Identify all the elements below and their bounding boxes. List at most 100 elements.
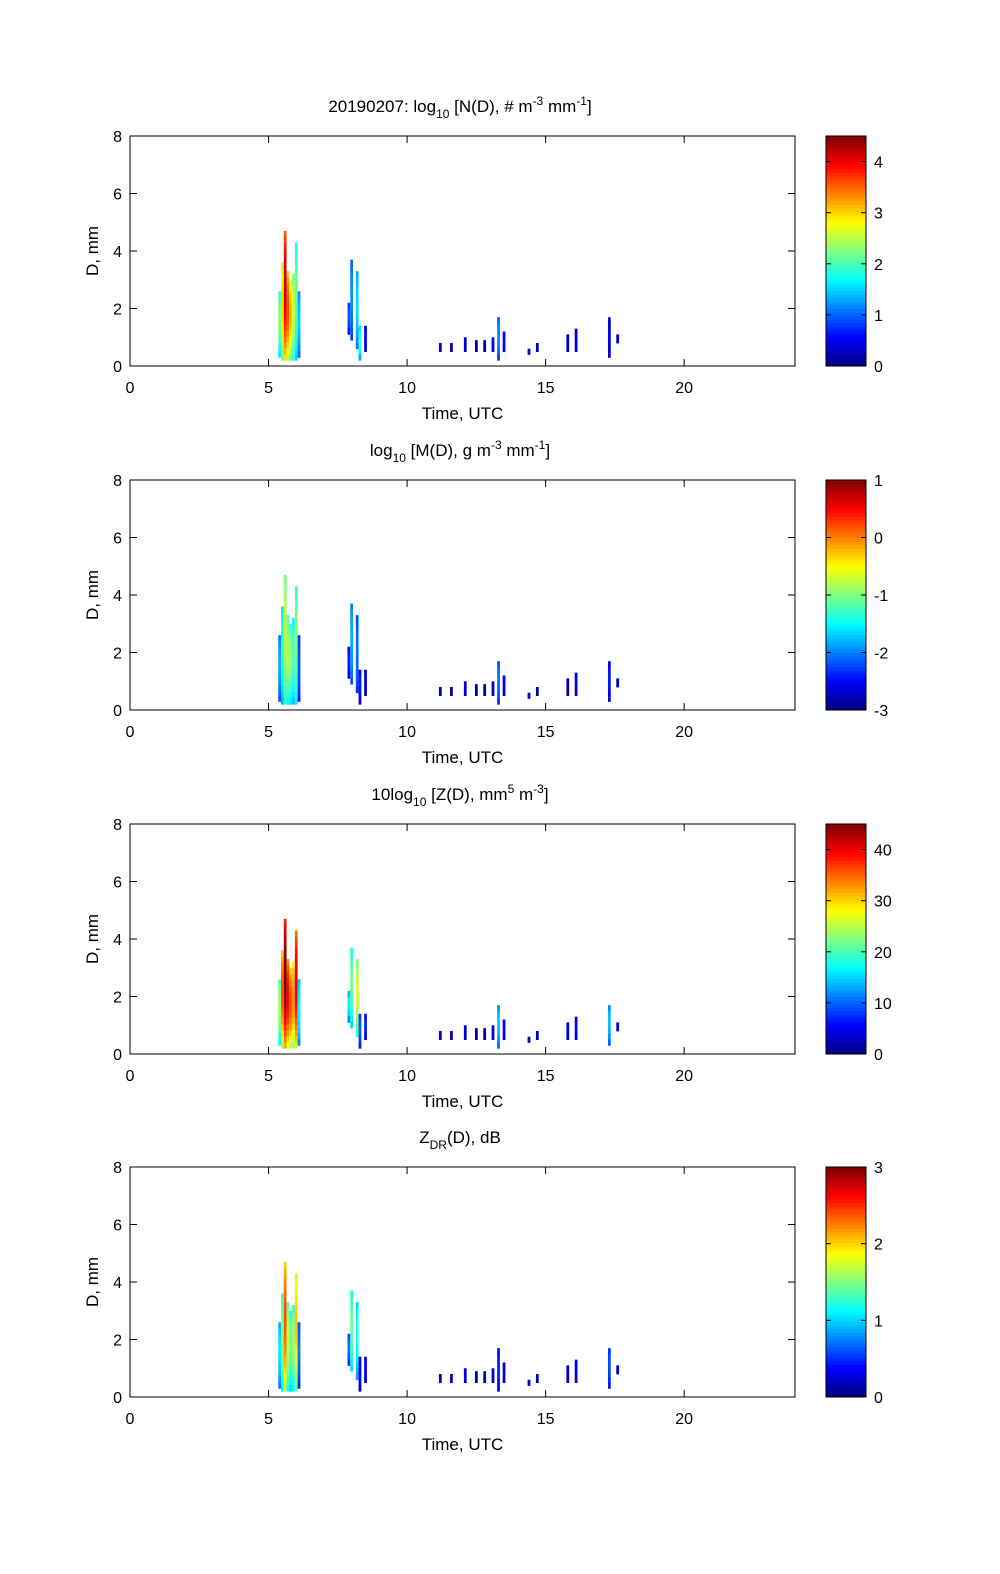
heatmap-cell	[497, 698, 500, 705]
colorbar-band	[826, 964, 866, 969]
colorbar-band	[826, 587, 866, 592]
heatmap-cell	[292, 1323, 295, 1331]
plot-area-frame	[129, 1166, 796, 1398]
colorbar-band	[826, 1195, 866, 1200]
heatmap-cell	[292, 341, 295, 349]
heatmap-cell	[355, 965, 359, 972]
heatmap-cell	[294, 609, 298, 617]
heatmap-cell	[283, 1261, 287, 1269]
heatmap-cell	[294, 271, 298, 279]
heatmap-cell	[283, 936, 287, 943]
heatmap-cell	[292, 1317, 295, 1324]
heatmap-cell	[297, 321, 301, 328]
colorbar-band	[826, 874, 866, 879]
heatmap-cell	[283, 942, 287, 949]
heatmap-column	[438, 1374, 442, 1384]
heatmap-cell	[350, 309, 354, 316]
heatmap-cell	[497, 335, 500, 343]
heatmap-cell	[278, 1027, 282, 1034]
heatmap-cell	[281, 679, 284, 687]
heatmap-cell	[607, 328, 611, 335]
heatmap-cell	[281, 1330, 284, 1337]
heatmap-cell	[286, 982, 290, 990]
heatmap-cell	[292, 1335, 295, 1343]
heatmap-cell	[294, 348, 298, 355]
colorbar-band	[826, 620, 866, 625]
colorbar-tick-label: 3	[874, 206, 883, 223]
heatmap-cell	[497, 354, 500, 361]
heatmap-cell	[358, 669, 362, 676]
heatmap-column	[527, 1379, 531, 1386]
colorbar-band	[826, 1386, 866, 1391]
heatmap-cell	[463, 344, 467, 353]
heatmap-cell	[283, 1361, 287, 1369]
heatmap-cell	[355, 971, 359, 978]
heatmap-cell	[497, 1354, 500, 1361]
heatmap-cell	[283, 301, 287, 308]
heatmap-cell	[294, 698, 298, 705]
heatmap-cell	[297, 1027, 301, 1034]
colorbar-band	[826, 602, 866, 607]
heatmap-cell	[355, 271, 359, 278]
colorbar-band	[826, 591, 866, 596]
heatmap-cell	[607, 1359, 611, 1366]
heatmap-cell	[350, 265, 354, 273]
heatmap-cell	[497, 1029, 500, 1037]
colorbar-band	[826, 573, 866, 578]
heatmap-cell	[294, 313, 298, 320]
heatmap-cell	[474, 1371, 478, 1378]
colorbar-band	[826, 286, 866, 292]
heatmap-cell	[350, 1327, 354, 1335]
heatmap-cell	[286, 971, 290, 978]
colorbar-band	[826, 480, 866, 485]
heatmap-cell	[574, 345, 578, 353]
heatmap-cell	[294, 971, 298, 978]
heatmap-cell	[278, 647, 282, 654]
heatmap-cell	[474, 1028, 478, 1035]
heatmap-cell	[289, 629, 293, 637]
heatmap-cell	[347, 653, 351, 660]
colorbar-band	[826, 258, 866, 263]
heatmap-cell	[350, 659, 354, 666]
heatmap-cell	[347, 659, 351, 667]
heatmap-cell	[607, 684, 611, 691]
heatmap-cell	[358, 698, 362, 705]
heatmap-cell	[355, 324, 359, 332]
heatmap-cell	[355, 1343, 359, 1351]
heatmap-cell	[278, 659, 282, 666]
heatmap-cell	[283, 580, 287, 588]
heatmap-cell	[281, 981, 284, 988]
colorbar-band	[826, 330, 866, 335]
colorbar-band	[826, 1217, 866, 1222]
heatmap-cell	[283, 1285, 287, 1292]
colorbar-band	[826, 1014, 866, 1019]
colorbar-band	[826, 856, 866, 861]
heatmap-column	[535, 1374, 539, 1384]
colorbar-band	[826, 616, 866, 621]
heatmap-cell	[278, 695, 282, 702]
heatmap-cell	[286, 277, 290, 284]
panel-1: 20190207: log10 [N(D), # m-3 mm-1]0 5 10 15…	[83, 94, 883, 423]
heatmap-cell	[283, 604, 287, 611]
heatmap-cell	[450, 687, 453, 697]
heatmap-cell	[286, 674, 290, 681]
heatmap-cell	[286, 644, 290, 652]
colorbar-band	[826, 229, 866, 234]
colorbar-band	[826, 1368, 866, 1373]
plot-area-frame	[129, 135, 796, 367]
heatmap-cell	[355, 318, 359, 326]
title-part: [M(D), g m	[406, 441, 491, 460]
heatmap-cell	[297, 1370, 301, 1377]
colorbar-band	[826, 494, 866, 499]
x-tick-label: 20	[675, 724, 693, 741]
colorbar-band	[826, 189, 866, 194]
y-tick-label: 8	[113, 473, 122, 490]
heatmap-cell	[294, 1367, 298, 1374]
heatmap-cell	[463, 1368, 467, 1376]
colorbar-band	[826, 139, 866, 144]
heatmap-cell	[286, 1314, 290, 1321]
heatmap-cell	[281, 968, 284, 976]
heatmap-cell	[297, 991, 301, 998]
heatmap-cell	[281, 1317, 284, 1325]
heatmap-cell	[350, 1009, 354, 1017]
